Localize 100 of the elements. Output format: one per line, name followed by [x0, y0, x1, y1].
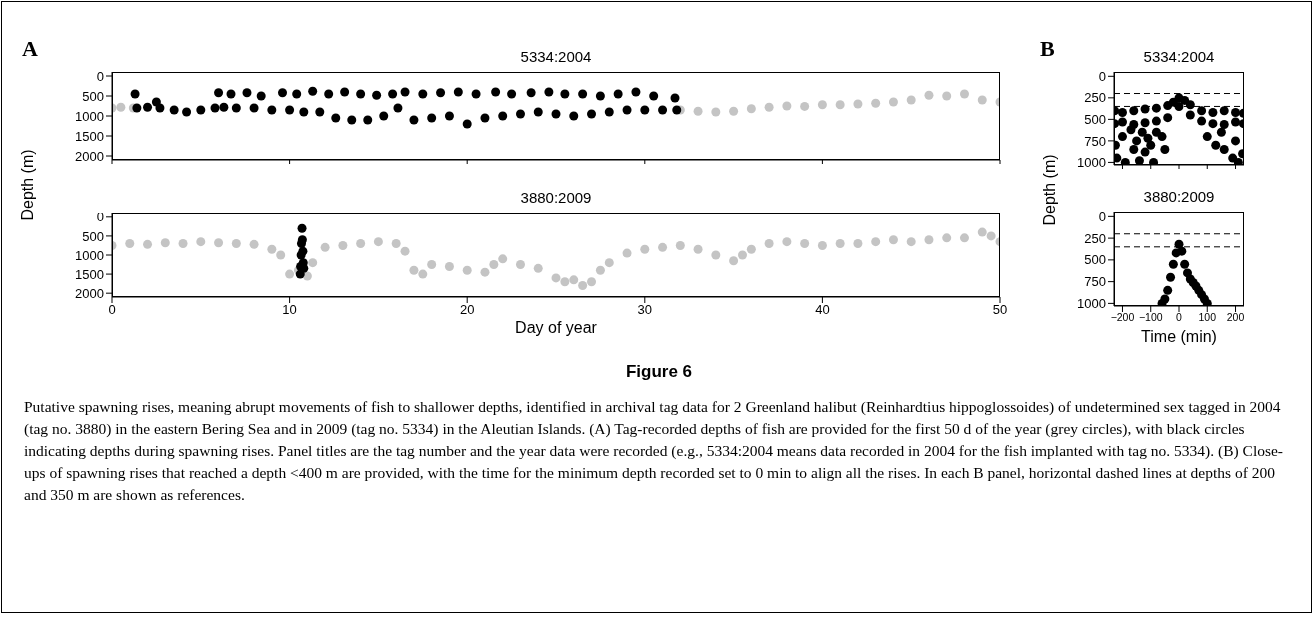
point	[1140, 118, 1150, 128]
point	[1216, 127, 1226, 137]
x-tick-label: 0	[1176, 311, 1183, 324]
point	[1233, 157, 1243, 165]
x-tick-label: −100	[1138, 311, 1163, 324]
x-tick-label: 30	[637, 302, 653, 318]
y-tick-label: 500	[82, 88, 104, 104]
point	[1197, 106, 1207, 116]
y-tick-label: 0	[1098, 208, 1106, 224]
point	[297, 223, 307, 233]
x-axis-title: Time (min)	[1140, 328, 1218, 346]
point	[1197, 116, 1207, 126]
text: A	[22, 36, 38, 62]
point	[1134, 156, 1144, 165]
y-tick-label: 1500	[75, 128, 104, 144]
point	[853, 99, 863, 109]
y-tick-label: 250	[1084, 230, 1106, 246]
chart-title: 3880:2009	[519, 188, 593, 208]
y-tick-label: 2000	[75, 285, 104, 301]
point	[1231, 117, 1241, 127]
point	[1140, 147, 1150, 157]
point	[817, 100, 827, 110]
point	[1129, 120, 1139, 130]
point	[1231, 136, 1241, 146]
point	[1185, 100, 1195, 110]
point	[977, 95, 987, 105]
y-tick-label: 1000	[75, 247, 104, 263]
point	[1140, 104, 1150, 114]
point	[1146, 140, 1156, 150]
point	[942, 91, 952, 101]
point	[1177, 246, 1187, 256]
x-tick-label: 20	[459, 302, 475, 318]
point	[1163, 285, 1173, 295]
point	[1174, 101, 1184, 111]
point	[1168, 259, 1178, 269]
point	[1219, 106, 1229, 116]
point	[1151, 116, 1161, 126]
point	[1120, 157, 1130, 165]
y-tick-label: 250	[1084, 90, 1106, 106]
chart-title: 3880:2009	[1142, 187, 1216, 207]
point	[1117, 117, 1127, 127]
point	[782, 101, 792, 111]
y-tick-label: 500	[1084, 111, 1106, 127]
point	[711, 107, 721, 117]
y-axis-title: Depth (m)	[19, 149, 37, 221]
point	[1211, 140, 1221, 150]
point	[1117, 132, 1127, 142]
point	[835, 100, 845, 110]
y-tick-label: 1000	[75, 108, 104, 124]
chart-title: 5334:2004	[519, 47, 593, 67]
point	[693, 106, 703, 116]
y-tick-label: 2000	[75, 148, 104, 164]
point	[1219, 145, 1229, 154]
point	[764, 102, 774, 112]
point	[924, 90, 934, 100]
point	[1231, 107, 1241, 117]
point	[1151, 103, 1161, 113]
chart-title: 5334:2004	[1142, 47, 1216, 67]
point	[1117, 107, 1127, 117]
point	[1157, 132, 1167, 142]
x-tick-label: 0	[108, 302, 116, 318]
y-tick-label: 0	[96, 209, 104, 225]
point	[1160, 294, 1170, 304]
x-tick-label: 100	[1198, 311, 1217, 324]
x-tick-label: 40	[815, 302, 830, 318]
y-tick-label: 1000	[1077, 155, 1106, 171]
y-tick-label: 1000	[1077, 296, 1106, 311]
x-tick-label: 50	[992, 302, 1008, 318]
point	[298, 246, 308, 256]
x-tick-label: 200	[1226, 311, 1245, 324]
x-tick-label: −200	[1110, 311, 1135, 324]
point	[1132, 136, 1142, 146]
y-tick-label: 500	[1084, 252, 1106, 268]
point	[1129, 106, 1139, 116]
point	[1149, 157, 1159, 165]
point	[746, 104, 756, 114]
text: B	[1040, 36, 1055, 62]
point	[1129, 145, 1139, 154]
point	[959, 89, 969, 99]
point	[1166, 272, 1176, 282]
point	[116, 102, 126, 112]
y-tick-label: 0	[96, 68, 104, 84]
y-tick-label: 1500	[75, 266, 104, 282]
point	[1180, 95, 1190, 105]
point	[1219, 120, 1229, 130]
point	[1137, 127, 1147, 137]
y-tick-label: 750	[1084, 274, 1106, 290]
point	[1180, 259, 1190, 269]
point	[1202, 132, 1212, 142]
point	[1185, 110, 1195, 120]
x-axis-title: Day of year	[514, 319, 598, 337]
point	[1163, 113, 1173, 123]
x-tick-label: 10	[282, 302, 297, 318]
point	[888, 97, 898, 107]
point	[871, 98, 881, 108]
point	[800, 101, 810, 111]
y-axis-title: Depth (m)	[1041, 154, 1059, 226]
text: Putative spawning rises, meaning abrupt movements of fish to shallower depths, identified in archival tag data for 2 Greenland halibut (Reinhardtius hippoglossoides) of undetermined sex tagged in 2004 (tag no. 3880) in the eastern Bering Sea and in 2009 (tag no. 5334) in the Aleutian Islands. (A) Tag-recorded depths of fish are provided for the first 50 d of the year (grey circles), with black circles indicating depths during spawning rises. Panel titles are the tag number and the year data were recorded (e.g., 5334:2004 means data recorded in 2004 for the fish implanted with tag no. 5334). (B) Close-ups of spawning rises that reached a depth <400 m are provided, with the time for the minimum depth recorded set to 0 min to align all the rises. In each B panel, horizontal dashed lines at depths of 200 and 350 m are shown as references.	[24, 397, 1285, 505]
point	[1208, 107, 1218, 117]
point	[1208, 119, 1218, 129]
